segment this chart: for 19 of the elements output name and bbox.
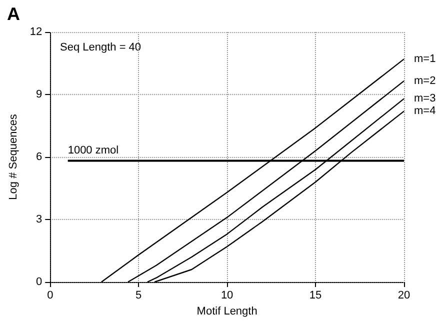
series-label: m=2 [414, 74, 436, 87]
y-tick-label: 6 [36, 151, 42, 163]
x-tick-label: 0 [47, 290, 54, 302]
x-axis-title: Motif Length [196, 306, 258, 318]
x-tick-label: 10 [220, 290, 234, 302]
series-label: m=4 [414, 105, 436, 118]
x-tick-label: 20 [398, 290, 410, 302]
annotation: Seq Length = 40 [60, 42, 142, 54]
y-tick-label: 9 [36, 88, 42, 100]
chart-title: A [7, 4, 20, 24]
legend-label: 1000 zmol [68, 144, 119, 156]
y-tick-label: 0 [36, 276, 42, 288]
y-tick-label: 12 [30, 26, 42, 38]
y-axis-title: Log # Sequences [8, 114, 20, 200]
y-tick-label: 3 [36, 214, 42, 226]
x-tick-label: 15 [309, 290, 322, 302]
series-label: m=1 [414, 53, 436, 66]
x-tick-label: 5 [136, 290, 142, 302]
series-label: m=3 [414, 92, 436, 105]
